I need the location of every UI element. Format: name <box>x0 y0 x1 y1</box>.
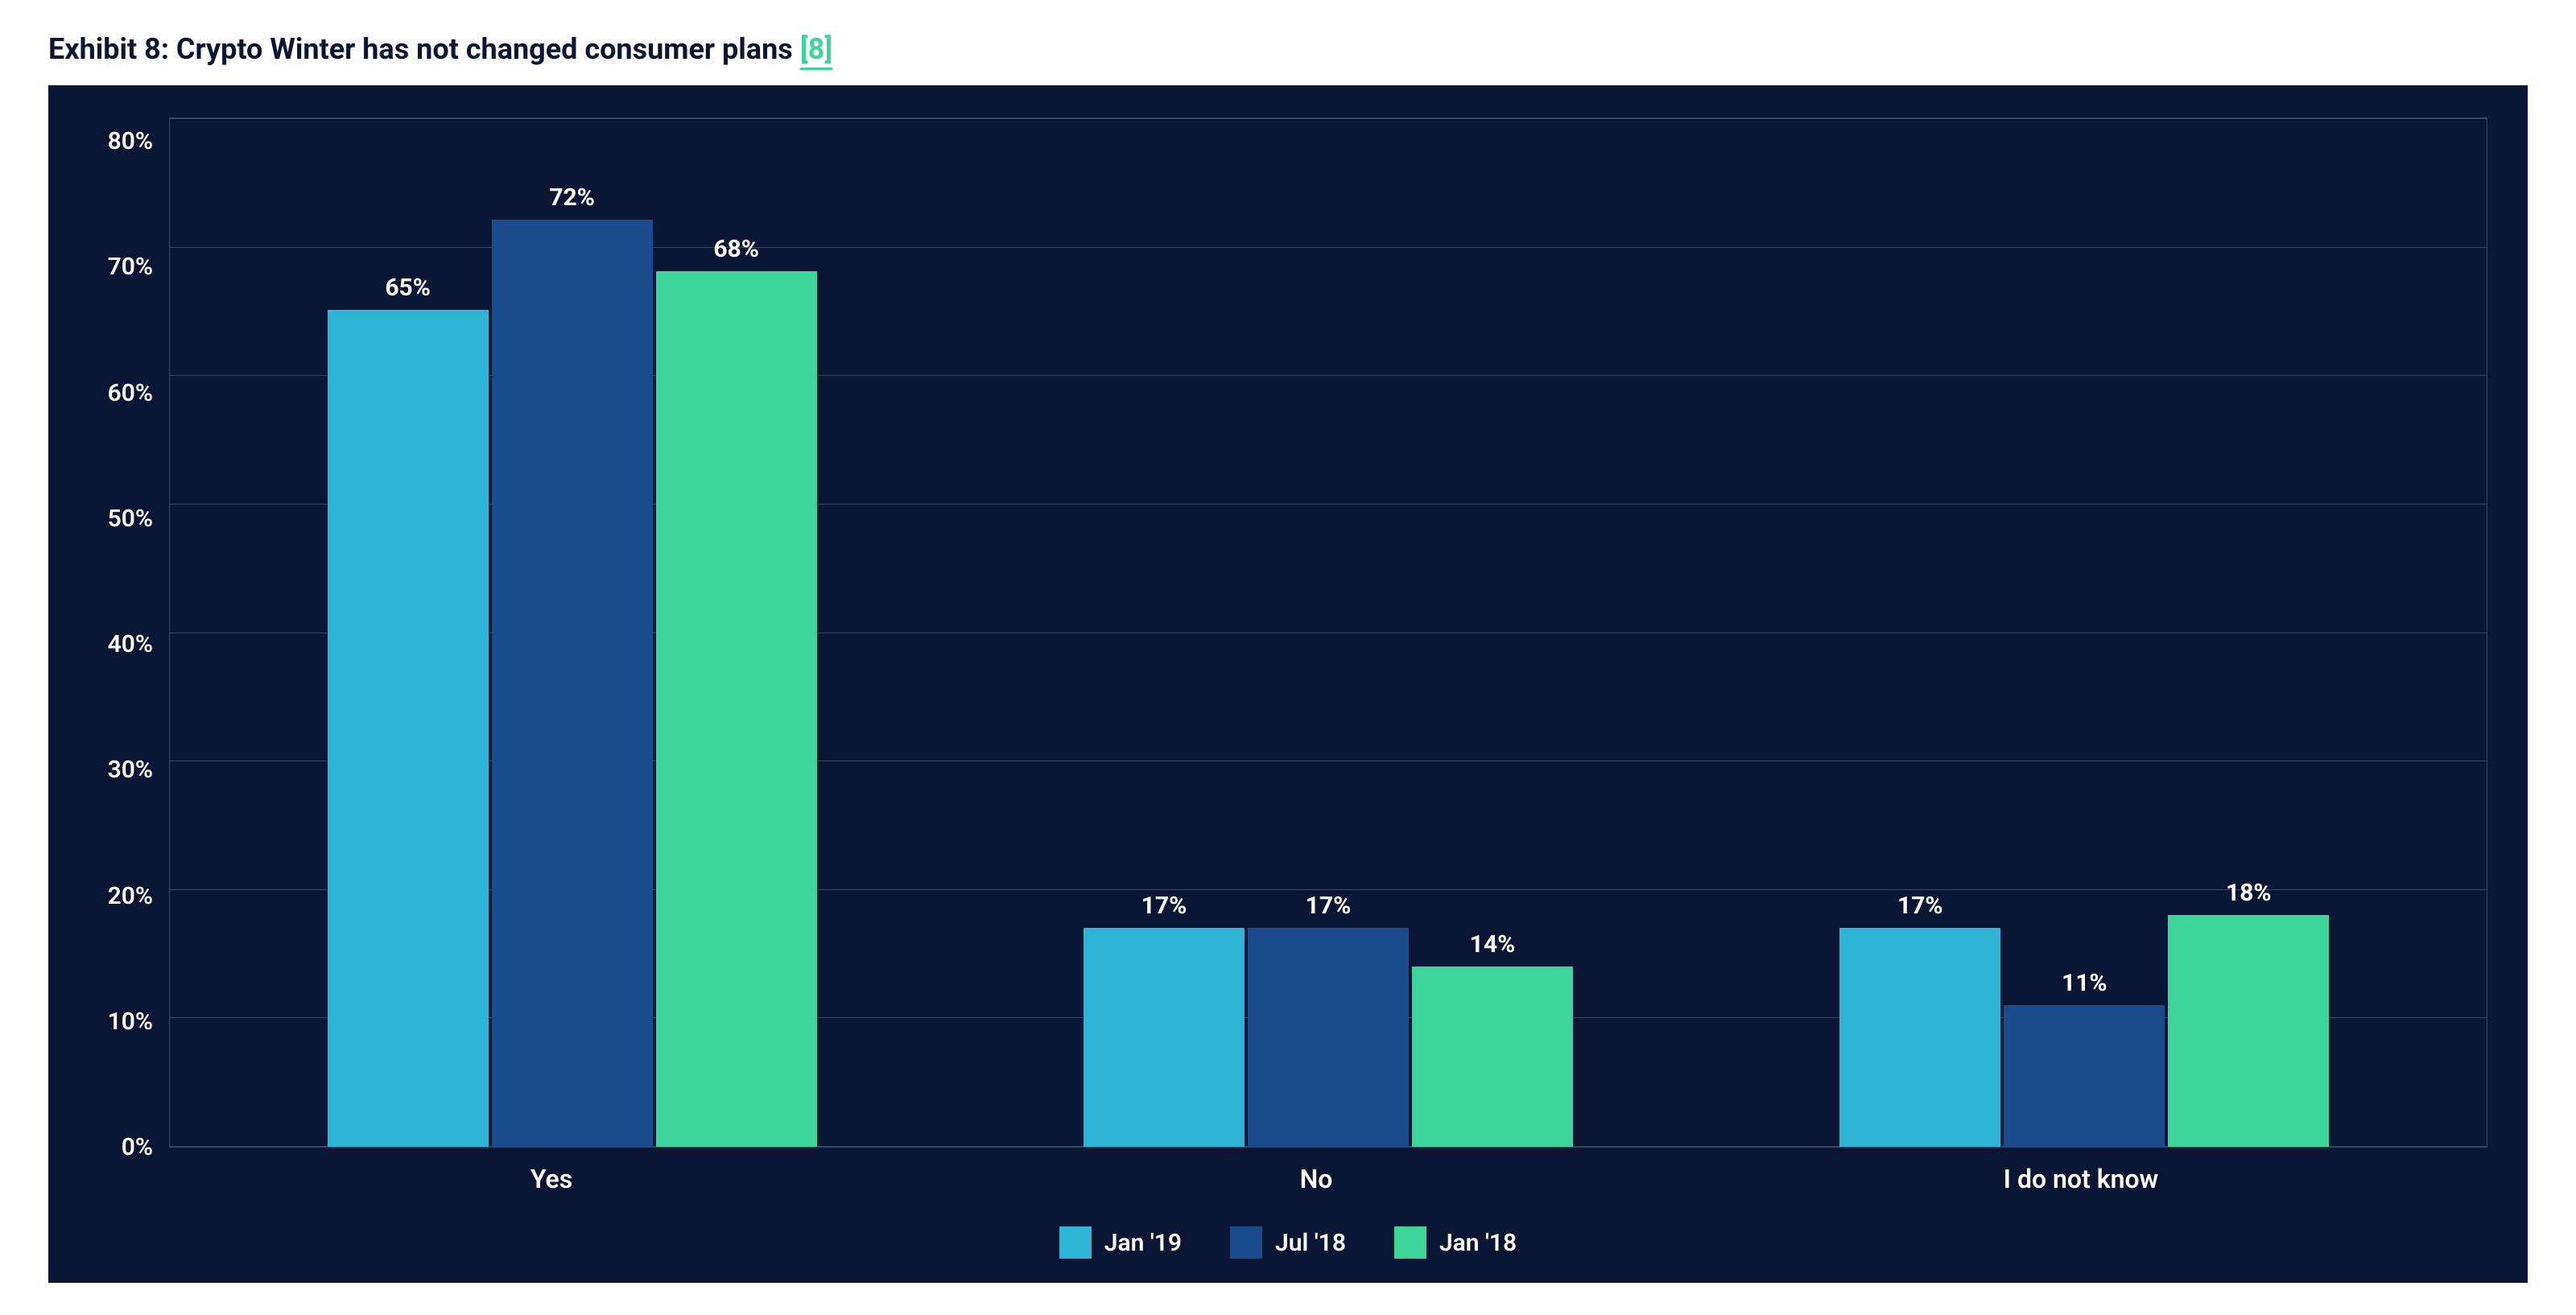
x-axis-label: Yes <box>169 1164 934 1194</box>
bar-wrap: 11% <box>2004 969 2165 1147</box>
plot-area: 65% 72% 68% 17% 17% 14% 17% 11% 18% <box>169 117 2487 1148</box>
bar <box>1839 928 2000 1147</box>
legend-label: Jul '18 <box>1275 1229 1346 1257</box>
bar-wrap: 17% <box>1248 892 1409 1147</box>
bar <box>2168 915 2329 1147</box>
legend-swatch <box>1394 1226 1426 1259</box>
bar-wrap: 65% <box>328 274 489 1147</box>
x-axis-label: No <box>934 1164 1699 1194</box>
exhibit-title-text: Exhibit 8: Crypto Winter has not changed… <box>48 32 800 66</box>
bar-value-label: 72% <box>549 183 595 212</box>
y-tick: 0% <box>89 1136 153 1160</box>
bar-value-label: 17% <box>1306 892 1352 920</box>
bar-wrap: 14% <box>1412 930 1573 1147</box>
legend-swatch <box>1230 1226 1262 1259</box>
chart-container: 80%70%60%50%40%30%20%10%0% 65%72%68%17%1… <box>48 85 2528 1283</box>
legend-item: Jul '18 <box>1230 1226 1346 1259</box>
x-axis: YesNoI do not know <box>89 1148 2487 1194</box>
bar-groups: 65% 72% 68% 17% 17% 14% 17% 11% 18% <box>170 118 2487 1147</box>
y-tick: 20% <box>89 884 153 909</box>
x-axis-label: I do not know <box>1699 1164 2463 1194</box>
bar-group: 17% 17% 14% <box>950 892 1706 1147</box>
bar-group: 17% 11% 18% <box>1707 879 2462 1147</box>
bar <box>492 220 653 1147</box>
bar-wrap: 17% <box>1084 892 1245 1147</box>
bar-value-label: 17% <box>1141 892 1187 920</box>
legend-item: Jan '18 <box>1394 1226 1517 1259</box>
legend: Jan '19 Jul '18 Jan '18 <box>89 1226 2487 1259</box>
bar-value-label: 18% <box>2226 879 2272 907</box>
chart-area: 80%70%60%50%40%30%20%10%0% 65%72%68%17%1… <box>89 117 2487 1148</box>
bar-wrap: 72% <box>492 183 653 1147</box>
y-tick: 40% <box>89 633 153 657</box>
bar <box>656 271 817 1147</box>
bar <box>2004 1005 2165 1147</box>
y-axis: 80%70%60%50%40%30%20%10%0% <box>89 117 169 1148</box>
bar-value-label: 11% <box>2062 969 2107 997</box>
bar <box>328 310 489 1147</box>
y-tick: 60% <box>89 381 153 406</box>
y-tick: 80% <box>89 130 153 154</box>
legend-item: Jan '19 <box>1059 1226 1182 1259</box>
legend-label: Jan '19 <box>1104 1229 1182 1257</box>
legend-label: Jan '18 <box>1439 1229 1517 1257</box>
bar-group: 65% 72% 68% <box>194 183 950 1147</box>
bar <box>1248 928 1409 1147</box>
bar <box>1084 928 1245 1147</box>
legend-swatch <box>1059 1226 1092 1259</box>
bar-wrap: 18% <box>2168 879 2329 1147</box>
bar <box>1412 967 1573 1147</box>
exhibit-ref-link[interactable]: [8] <box>800 32 833 70</box>
bar-value-label: 65% <box>385 274 431 302</box>
y-tick: 70% <box>89 255 153 279</box>
bar-wrap: 68% <box>656 235 817 1147</box>
y-tick: 50% <box>89 507 153 531</box>
y-tick: 10% <box>89 1010 153 1034</box>
bar-value-label: 17% <box>1897 892 1943 920</box>
exhibit-title: Exhibit 8: Crypto Winter has not changed… <box>48 32 2528 66</box>
bar-value-label: 14% <box>1470 930 1516 958</box>
bar-value-label: 68% <box>713 235 759 263</box>
bar-wrap: 17% <box>1839 892 2000 1147</box>
y-tick: 30% <box>89 758 153 782</box>
